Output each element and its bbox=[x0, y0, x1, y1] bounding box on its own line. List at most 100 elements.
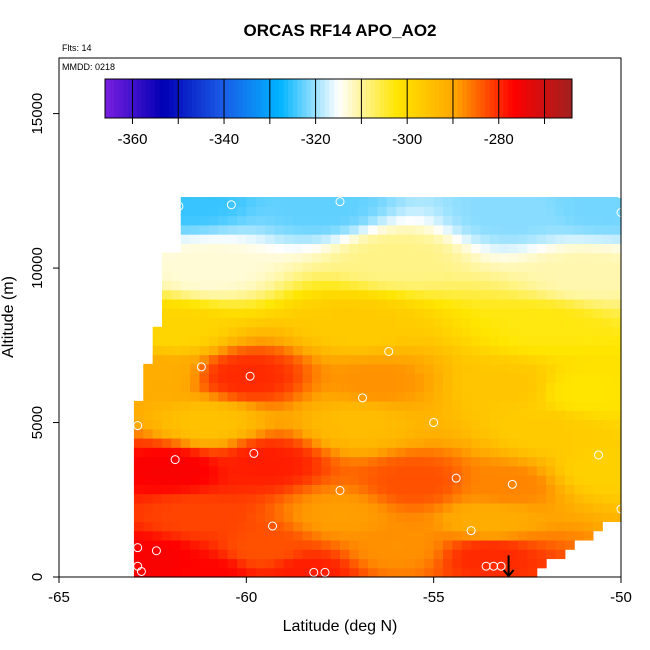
heatmap-cell bbox=[171, 345, 182, 356]
heatmap-cell bbox=[227, 391, 238, 402]
heatmap-cell bbox=[349, 549, 360, 560]
heatmap-cell bbox=[555, 447, 566, 458]
heatmap-cell bbox=[143, 428, 154, 439]
heatmap-cell bbox=[583, 502, 594, 513]
heatmap-cell bbox=[218, 197, 229, 207]
heatmap-cell bbox=[443, 271, 453, 282]
heatmap-cell bbox=[358, 558, 369, 569]
heatmap-cell bbox=[152, 447, 163, 458]
heatmap-cell bbox=[377, 475, 388, 485]
heatmap-cell bbox=[143, 512, 154, 522]
heatmap-cell bbox=[368, 521, 379, 532]
heatmap-cell bbox=[377, 400, 388, 411]
heatmap-cell bbox=[452, 539, 463, 550]
heatmap-cell bbox=[489, 437, 500, 448]
heatmap-cell bbox=[218, 400, 229, 411]
heatmap-cell bbox=[180, 215, 191, 226]
heatmap-cell bbox=[302, 410, 313, 421]
heatmap-cell bbox=[293, 447, 304, 458]
heatmap-cell bbox=[583, 326, 594, 337]
heatmap-cell bbox=[274, 317, 285, 328]
heatmap-cell bbox=[162, 410, 172, 421]
heatmap-cell bbox=[574, 484, 585, 495]
heatmap-cell bbox=[611, 243, 622, 254]
heatmap-cell bbox=[377, 447, 388, 458]
heatmap-cell bbox=[489, 539, 500, 550]
heatmap-cell bbox=[471, 391, 482, 402]
heatmap-cell bbox=[293, 243, 304, 254]
heatmap-cell bbox=[190, 363, 201, 374]
heatmap-cell bbox=[471, 243, 482, 254]
heatmap-cell bbox=[377, 567, 388, 578]
heatmap-cell bbox=[508, 558, 519, 569]
heatmap-cell bbox=[190, 317, 201, 328]
heatmap-cell bbox=[555, 326, 566, 337]
heatmap-cell bbox=[546, 234, 557, 244]
heatmap-cell bbox=[461, 354, 472, 365]
heatmap-cell bbox=[236, 391, 247, 402]
heatmap-cell bbox=[358, 410, 369, 421]
heatmap-cell bbox=[311, 400, 322, 411]
colorbar-segment bbox=[517, 79, 523, 118]
heatmap-cell bbox=[508, 354, 519, 365]
heatmap-cell bbox=[349, 261, 360, 272]
heatmap-cell bbox=[527, 428, 538, 439]
heatmap-cell bbox=[255, 493, 266, 504]
observation-point bbox=[451, 473, 461, 483]
heatmap-cell bbox=[227, 289, 238, 300]
heatmap-cell bbox=[546, 549, 557, 560]
heatmap-cell bbox=[293, 261, 304, 272]
heatmap-cell bbox=[480, 234, 491, 244]
heatmap-cell bbox=[302, 558, 313, 569]
heatmap-cell bbox=[443, 206, 453, 217]
heatmap-cell bbox=[527, 419, 538, 430]
heatmap-cell bbox=[302, 382, 313, 393]
heatmap-cell bbox=[602, 345, 613, 356]
heatmap-cell bbox=[499, 493, 510, 504]
heatmap-cell bbox=[583, 317, 594, 328]
heatmap-cell bbox=[349, 558, 360, 569]
heatmap-cell bbox=[517, 558, 528, 569]
heatmap-cell bbox=[461, 206, 472, 217]
heatmap-cell bbox=[396, 224, 407, 235]
heatmap-cell bbox=[236, 465, 247, 476]
heatmap-cell bbox=[340, 400, 350, 411]
heatmap-cell bbox=[208, 437, 219, 448]
heatmap-cell bbox=[152, 475, 163, 485]
heatmap-cell bbox=[583, 484, 594, 495]
heatmap-cell bbox=[405, 243, 416, 254]
heatmap-cell bbox=[480, 326, 491, 337]
heatmap-cell bbox=[536, 391, 547, 402]
heatmap-cell bbox=[452, 512, 463, 522]
heatmap-cell bbox=[311, 521, 322, 532]
heatmap-cell bbox=[349, 298, 360, 309]
heatmap-cell bbox=[583, 391, 594, 402]
colorbar-segment bbox=[365, 79, 372, 118]
heatmap-cell bbox=[489, 271, 500, 282]
heatmap-cell bbox=[358, 493, 369, 504]
heatmap-cell bbox=[433, 289, 444, 300]
heatmap-cell bbox=[180, 289, 191, 300]
heatmap-cell bbox=[471, 521, 482, 532]
colorbar-segment bbox=[452, 79, 459, 118]
arrow-head bbox=[502, 569, 515, 578]
heatmap-cell bbox=[405, 400, 416, 411]
heatmap-cell bbox=[555, 475, 566, 485]
heatmap-cell bbox=[508, 298, 519, 309]
heatmap-cell bbox=[152, 345, 163, 356]
heatmap-cell bbox=[218, 502, 229, 513]
heatmap-cell bbox=[480, 419, 491, 430]
heatmap-cell bbox=[414, 234, 425, 244]
heatmap-cell bbox=[236, 410, 247, 421]
heatmap-cell bbox=[564, 345, 575, 356]
heatmap-cell bbox=[377, 252, 388, 263]
heatmap-cell bbox=[246, 243, 257, 254]
heatmap-cell bbox=[602, 261, 613, 272]
heatmap-cell bbox=[471, 447, 482, 458]
heatmap-cell bbox=[602, 280, 613, 291]
heatmap-cell bbox=[180, 373, 191, 383]
heatmap-cell bbox=[190, 465, 201, 476]
heatmap-cell bbox=[414, 215, 425, 226]
heatmap-cell bbox=[340, 567, 350, 578]
heatmap-cell bbox=[152, 456, 163, 467]
